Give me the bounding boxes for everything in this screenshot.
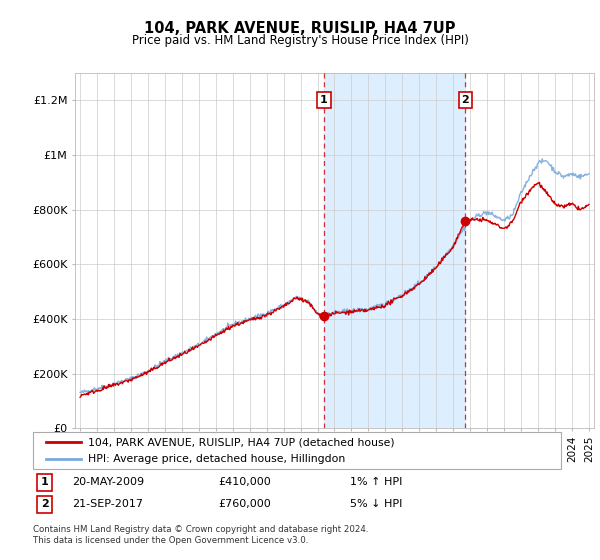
Text: 104, PARK AVENUE, RUISLIP, HA4 7UP: 104, PARK AVENUE, RUISLIP, HA4 7UP — [144, 21, 456, 36]
FancyBboxPatch shape — [33, 432, 561, 469]
Text: 20-MAY-2009: 20-MAY-2009 — [73, 477, 145, 487]
Text: 104, PARK AVENUE, RUISLIP, HA4 7UP (detached house): 104, PARK AVENUE, RUISLIP, HA4 7UP (deta… — [88, 437, 395, 447]
Text: Price paid vs. HM Land Registry's House Price Index (HPI): Price paid vs. HM Land Registry's House … — [131, 34, 469, 46]
Text: £410,000: £410,000 — [218, 477, 271, 487]
Text: Contains HM Land Registry data © Crown copyright and database right 2024.
This d: Contains HM Land Registry data © Crown c… — [33, 525, 368, 545]
Text: 1% ↑ HPI: 1% ↑ HPI — [350, 477, 402, 487]
Text: 21-SEP-2017: 21-SEP-2017 — [73, 500, 143, 510]
Text: £760,000: £760,000 — [218, 500, 271, 510]
Text: HPI: Average price, detached house, Hillingdon: HPI: Average price, detached house, Hill… — [88, 454, 346, 464]
Text: 1: 1 — [41, 477, 49, 487]
Text: 2: 2 — [41, 500, 49, 510]
Bar — [324, 73, 466, 428]
Text: 2: 2 — [461, 95, 469, 105]
Text: 5% ↓ HPI: 5% ↓ HPI — [350, 500, 402, 510]
Text: 1: 1 — [320, 95, 328, 105]
